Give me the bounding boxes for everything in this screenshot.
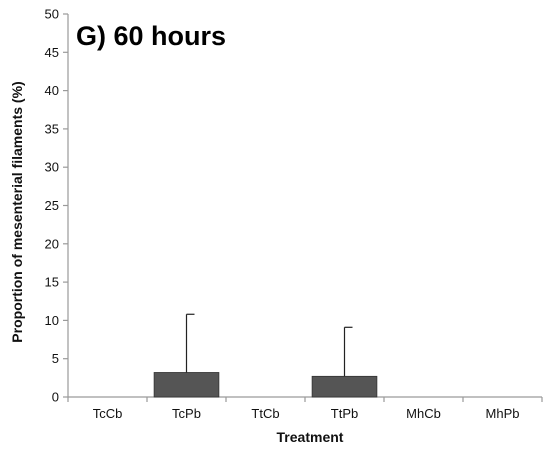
y-tick-label: 20 (45, 236, 59, 251)
y-tick-label: 25 (45, 198, 59, 213)
y-tick-label: 10 (45, 313, 59, 328)
chart-title: G) 60 hours (76, 21, 226, 51)
bar (153, 372, 220, 398)
y-axis-title: Proportion of mesenterial filaments (%) (9, 81, 25, 342)
x-tick-label: MhPb (486, 406, 520, 421)
x-tick-label: MhCb (406, 406, 441, 421)
bars (153, 372, 378, 398)
x-axis-title: Treatment (277, 429, 344, 445)
y-tick-label: 30 (45, 160, 59, 175)
y-tick-label: 15 (45, 275, 59, 290)
y-tick-label: 45 (45, 45, 59, 60)
y-axis: 0 5 10 15 20 25 30 35 40 45 50 (45, 7, 69, 405)
y-tick-label: 50 (45, 7, 59, 22)
x-axis: TcCb TcPb TtCb TtPb MhCb MhPb (67, 396, 543, 421)
y-tick-label: 35 (45, 121, 59, 136)
x-tick-label: TtCb (251, 406, 279, 421)
error-bars (185, 313, 353, 377)
x-tick-label: TcCb (93, 406, 123, 421)
y-tick-label: 0 (52, 390, 59, 405)
y-tick-label: 40 (45, 83, 59, 98)
x-tick-label: TcPb (172, 406, 201, 421)
x-tick-label: TtPb (331, 406, 358, 421)
bar (311, 375, 378, 398)
y-tick-label: 5 (52, 351, 59, 366)
